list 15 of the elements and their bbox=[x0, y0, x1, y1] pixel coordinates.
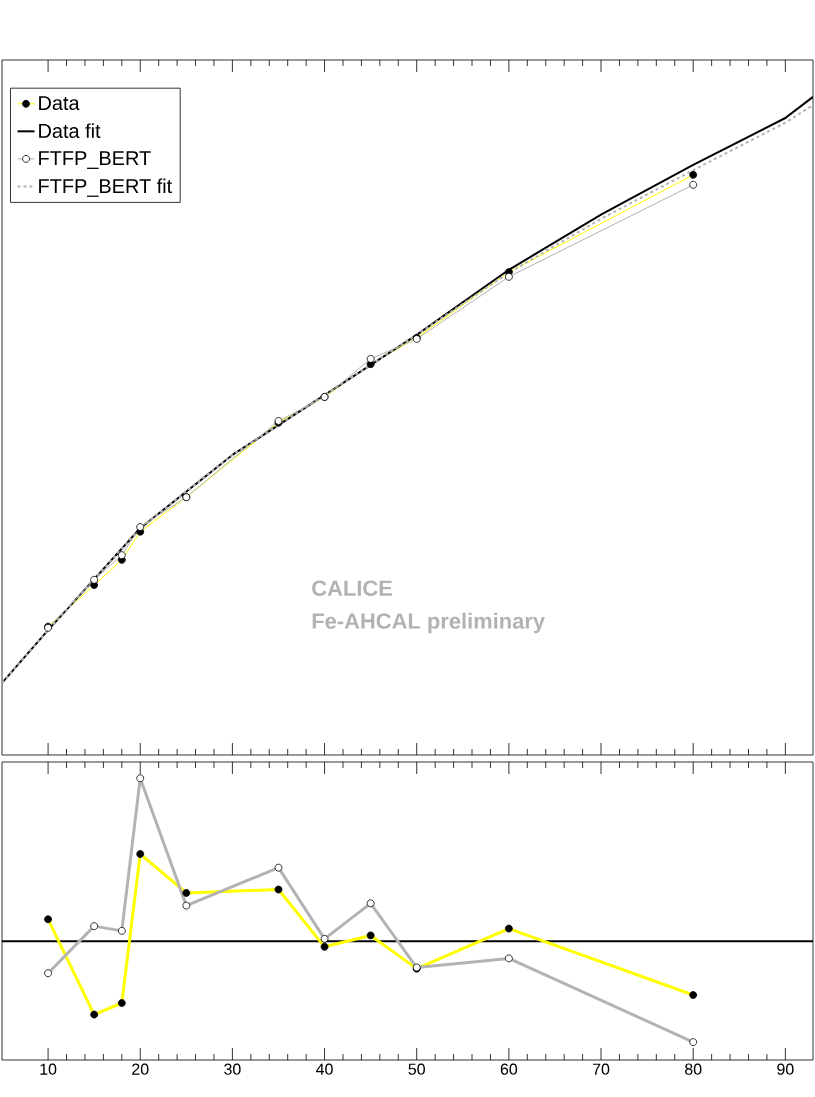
annotation: CALICE bbox=[312, 580, 392, 596]
x-tick-label: 30 bbox=[224, 1063, 241, 1075]
x-tick-label: 50 bbox=[408, 1063, 425, 1075]
legend-label: Data fit bbox=[39, 123, 101, 138]
x-tick-label: 40 bbox=[316, 1063, 333, 1075]
legend-label: FTFP_BERT bbox=[39, 151, 151, 169]
legend-label: Data bbox=[39, 96, 80, 111]
x-tick-label: 60 bbox=[500, 1063, 518, 1075]
x-tick-label: 70 bbox=[592, 1063, 610, 1075]
legend-label: FTFP_BERT fit bbox=[39, 178, 173, 197]
annotation: Fe-AHCAL preliminary bbox=[312, 612, 545, 634]
x-tick-label: 20 bbox=[132, 1063, 149, 1075]
x-tick-label: 90 bbox=[777, 1063, 794, 1075]
x-tick-label: 80 bbox=[685, 1063, 702, 1075]
x-tick-label: 10 bbox=[40, 1063, 57, 1075]
